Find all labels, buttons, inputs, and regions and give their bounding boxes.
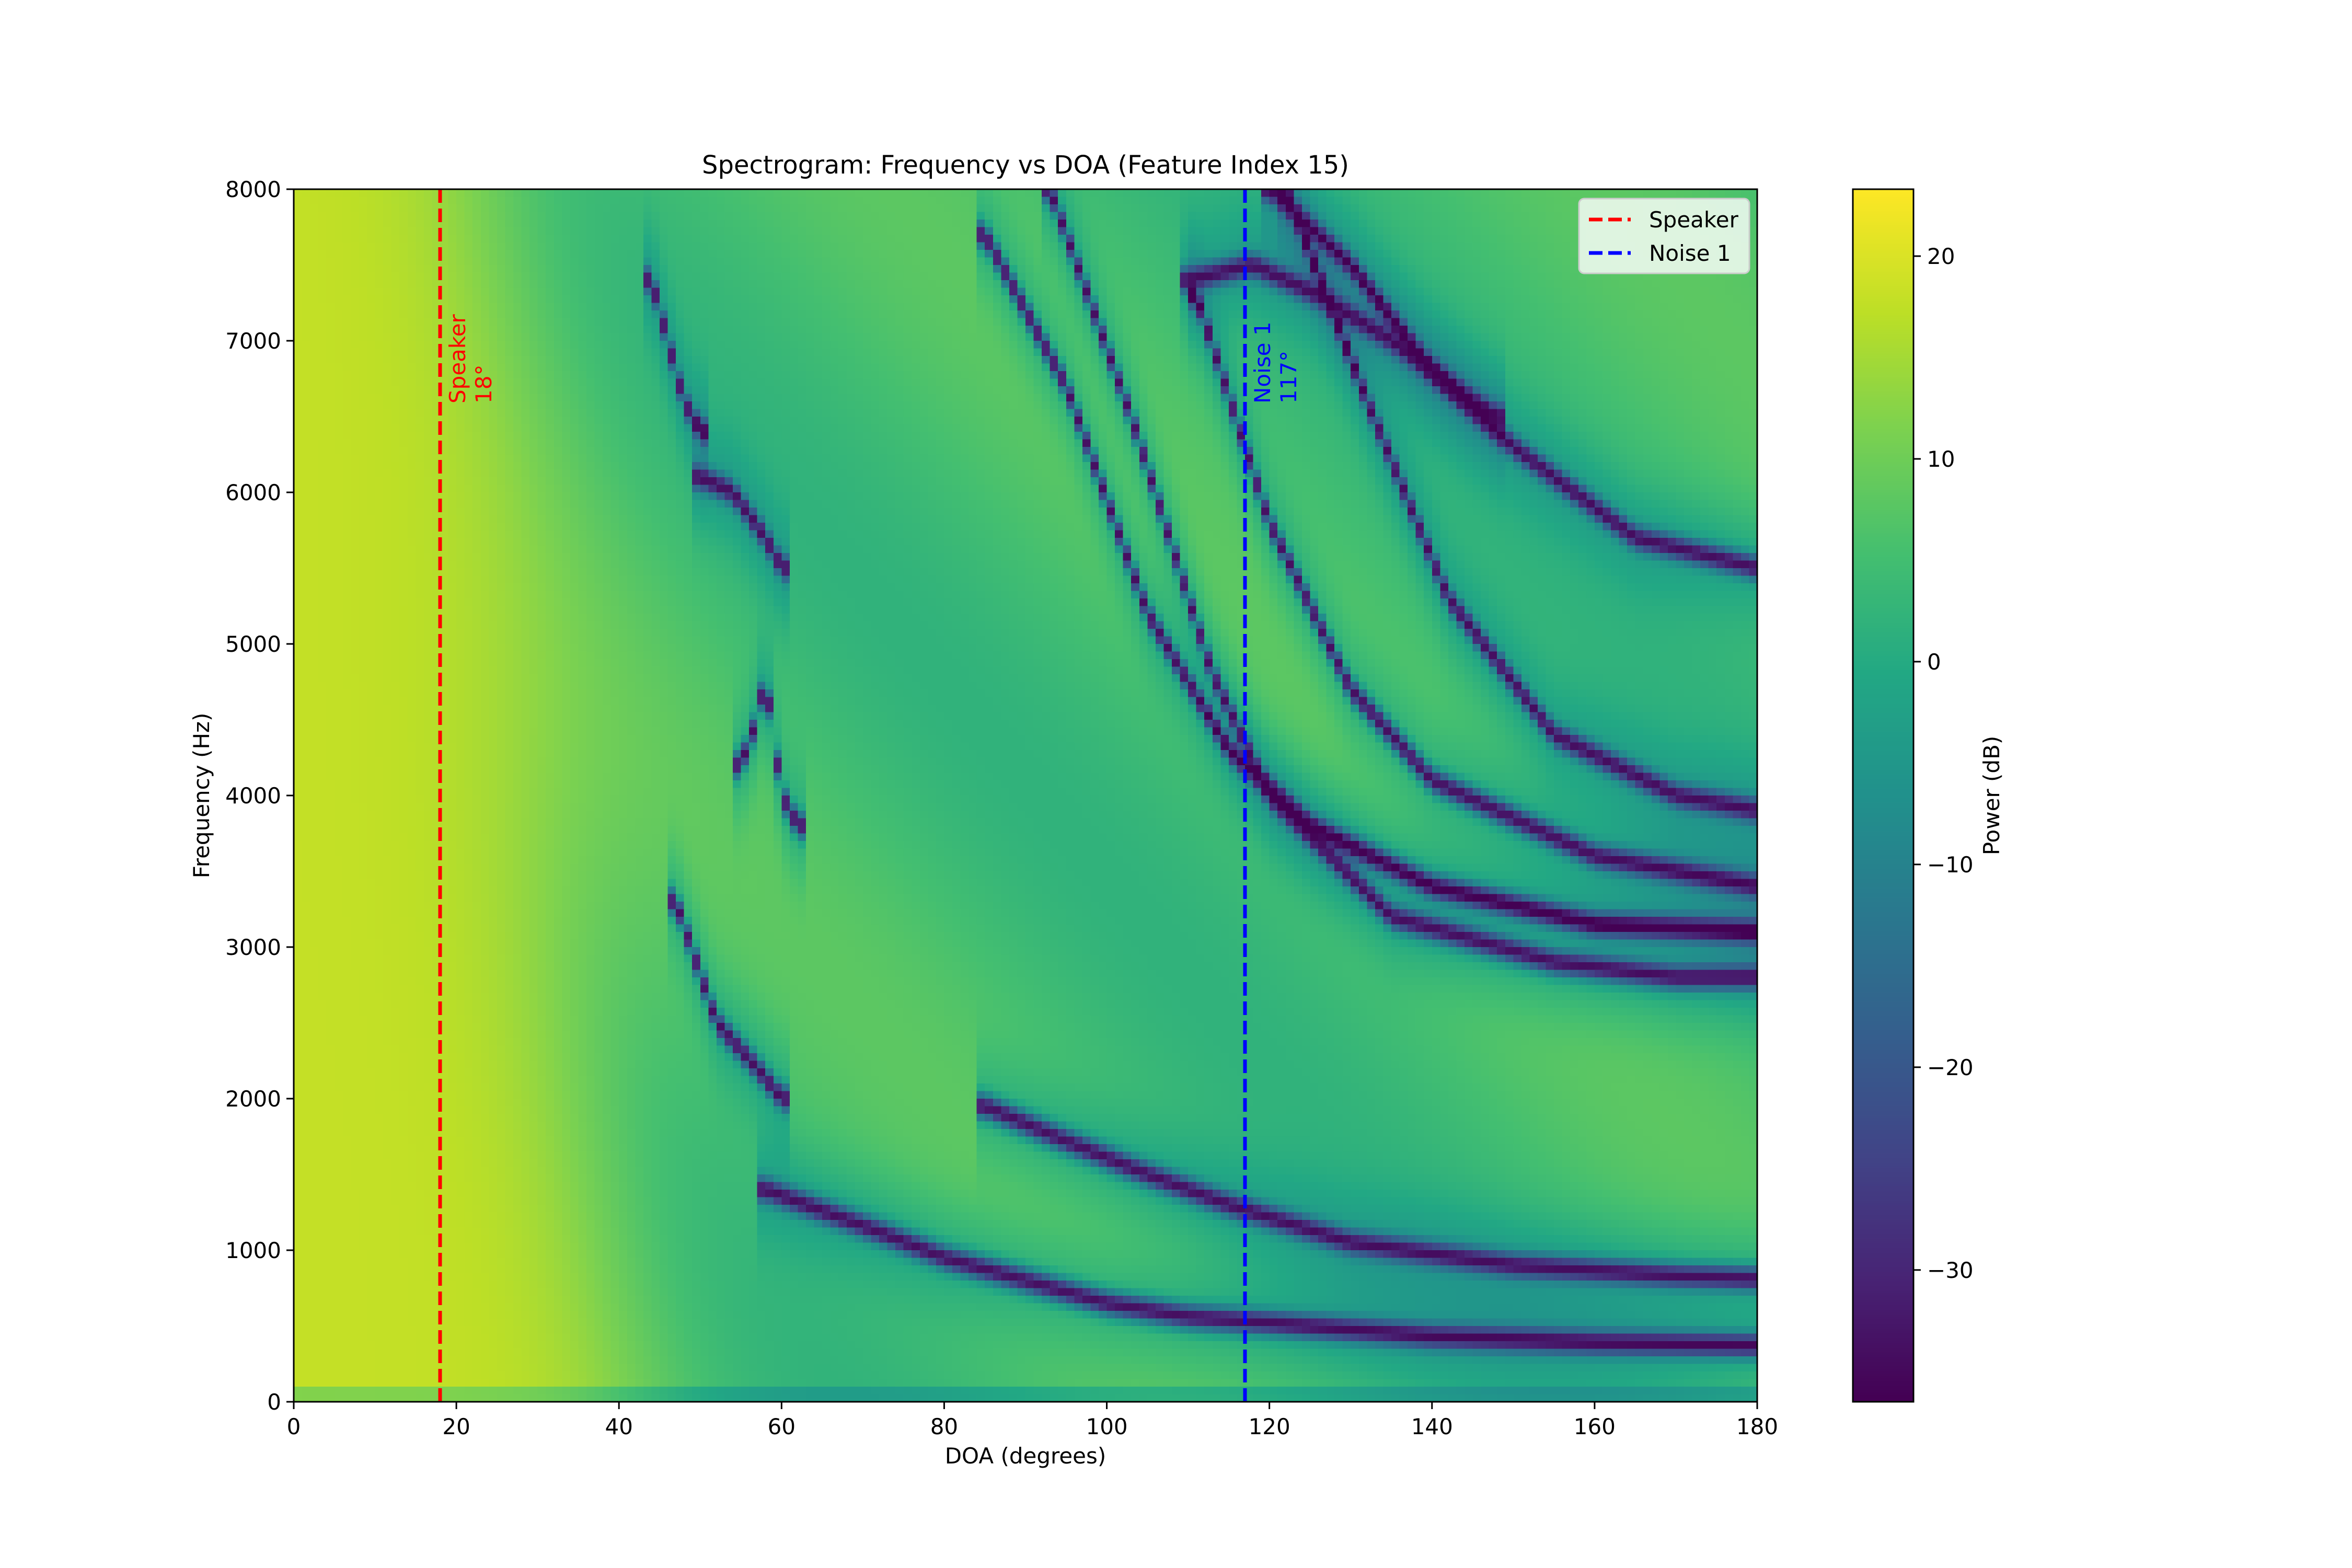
legend-label: Speaker [1649, 207, 1739, 233]
colorbar-tick-label: −10 [1927, 852, 1974, 878]
x-tick-label: 100 [1086, 1414, 1127, 1439]
y-tick-label: 3000 [225, 935, 281, 960]
chart-title: Spectrogram: Frequency vs DOA (Feature I… [702, 151, 1349, 180]
colorbar-frame [1852, 188, 1915, 1403]
y-tick-label: 7000 [225, 328, 281, 354]
colorbar-tick-label: −20 [1927, 1055, 1974, 1080]
x-tick-label: 40 [605, 1414, 632, 1439]
y-tick-label: 6000 [225, 480, 281, 505]
colorbar-tick-label: −30 [1927, 1258, 1974, 1283]
x-axis-label: DOA (degrees) [945, 1443, 1106, 1469]
marker-annotation: 117° [1276, 351, 1301, 403]
colorbar-tick-label: 10 [1927, 446, 1955, 472]
y-tick-label: 4000 [225, 783, 281, 809]
x-tick-label: 80 [930, 1414, 958, 1439]
colorbar-tick-label: 20 [1927, 244, 1955, 269]
y-tick-label: 0 [267, 1389, 281, 1415]
heatmap [294, 189, 1757, 1402]
y-axis-label: Frequency (Hz) [189, 713, 214, 879]
marker-annotation: Noise 1 [1250, 321, 1275, 403]
x-tick-label: 180 [1736, 1414, 1778, 1439]
y-tick-label: 8000 [225, 177, 281, 202]
legend-label: Noise 1 [1649, 240, 1731, 266]
y-tick-label: 5000 [225, 631, 281, 657]
x-tick-label: 20 [442, 1414, 470, 1439]
legend: Speaker Noise 1 [1578, 198, 1750, 274]
marker-annotation: Speaker [445, 314, 470, 403]
colorbar [1853, 189, 1913, 1402]
y-tick-label: 1000 [225, 1238, 281, 1263]
marker-annotation: 18° [471, 365, 497, 403]
x-tick-label: 0 [287, 1414, 301, 1439]
y-tick-label: 2000 [225, 1086, 281, 1112]
x-tick-label: 140 [1411, 1414, 1453, 1439]
x-tick-label: 120 [1249, 1414, 1290, 1439]
colorbar-label: Power (dB) [1979, 736, 2004, 856]
colorbar-tick-label: 0 [1927, 649, 1941, 675]
x-tick-label: 60 [768, 1414, 795, 1439]
x-tick-label: 160 [1574, 1414, 1616, 1439]
